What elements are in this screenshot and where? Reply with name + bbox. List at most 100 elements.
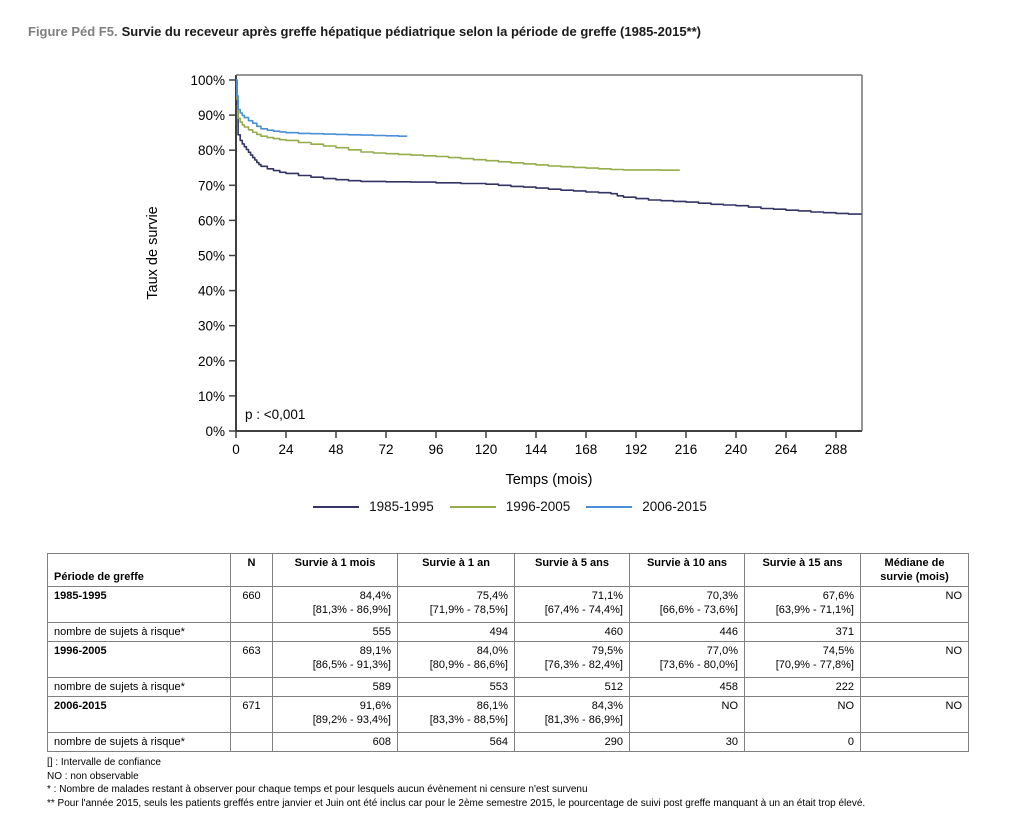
survival-cell: NO <box>629 696 745 733</box>
risk-value-cell: 290 <box>514 732 630 752</box>
x-tick-label: 192 <box>625 442 648 457</box>
x-tick-label: 216 <box>675 442 698 457</box>
survival-cell: 89,1% [86,5% - 91,3%] <box>272 641 398 678</box>
legend-line-swatch <box>449 505 496 508</box>
table-row-risk: nombre de sujets à risque* 555 494 460 446 37… <box>47 622 969 642</box>
survival-cell: 70,3% [66,6% - 73,6%] <box>629 586 745 623</box>
legend-item-1996-2005: 1996-2005 <box>449 499 571 514</box>
legend-line-swatch <box>586 505 633 508</box>
legend-label: 2006-2015 <box>642 499 707 514</box>
y-tick-label: 60% <box>198 213 225 228</box>
header-survie-1an: Survie à 1 an <box>397 553 515 587</box>
figure-caption: Survie du receveur après greffe hépatiqu… <box>121 24 702 39</box>
median-empty-cell <box>860 732 969 752</box>
x-tick-label: 48 <box>328 442 343 457</box>
n-cell: 663 <box>230 641 273 678</box>
legend-item-2006-2015: 2006-2015 <box>586 499 707 514</box>
curve-2006-2015 <box>236 79 408 137</box>
header-survie-15ans: Survie à 15 ans <box>744 553 861 587</box>
risk-value-cell: 458 <box>629 677 745 697</box>
median-cell: NO <box>860 586 969 623</box>
header-mediane: Médiane de survie (mois) <box>860 553 969 587</box>
risk-value-cell: 460 <box>514 622 630 642</box>
header-periode: Période de greffe <box>47 553 231 587</box>
y-tick-label: 80% <box>198 143 225 158</box>
period-cell: 1985-1995 <box>47 586 231 623</box>
x-tick-label: 240 <box>725 442 748 457</box>
survival-cell: 86,1% [83,3% - 88,5%] <box>397 696 515 733</box>
y-tick-label: 10% <box>198 389 225 404</box>
median-empty-cell <box>860 677 969 697</box>
header-survie-1mois: Survie à 1 mois <box>272 553 398 587</box>
risk-value-cell: 446 <box>629 622 745 642</box>
x-tick-label: 264 <box>775 442 798 457</box>
risk-value-cell: 222 <box>744 677 861 697</box>
y-tick-label: 70% <box>198 178 225 193</box>
n-cell: 671 <box>230 696 273 733</box>
figure-title: Figure Péd F5. Survie du receveur après g… <box>28 24 701 39</box>
risk-value-cell: 564 <box>397 732 515 752</box>
n-empty-cell <box>230 622 273 642</box>
survival-cell: 75,4% [71,9% - 78,5%] <box>397 586 515 623</box>
period-cell: 2006-2015 <box>47 696 231 733</box>
y-axis-title: Taux de survie <box>145 206 161 300</box>
risk-value-cell: 0 <box>744 732 861 752</box>
risk-value-cell: 494 <box>397 622 515 642</box>
survival-cell: 84,4% [81,3% - 86,9%] <box>272 586 398 623</box>
survival-cell: 84,0% [80,9% - 86,6%] <box>397 641 515 678</box>
footnote-1: [] : Intervalle de confiance <box>47 757 161 768</box>
legend-label: 1985-1995 <box>369 499 434 514</box>
footnote-4: ** Pour l'année 2015, seuls les patients… <box>47 797 866 809</box>
footnote-3: * : Nombre de malades restant à observer… <box>47 784 588 795</box>
risk-label-cell: nombre de sujets à risque* <box>47 622 231 642</box>
table-row-risk: nombre de sujets à risque* 608 564 290 30 0 <box>47 732 969 752</box>
curve-1985-1995 <box>236 79 862 215</box>
x-tick-label: 288 <box>825 442 848 457</box>
survival-cell: 84,3% [81,3% - 86,9%] <box>514 696 630 733</box>
risk-label-cell: nombre de sujets à risque* <box>47 732 231 752</box>
table-row-risk: nombre de sujets à risque* 589 553 512 458 22… <box>47 677 969 697</box>
header-survie-10ans: Survie à 10 ans <box>629 553 745 587</box>
risk-value-cell: 30 <box>629 732 745 752</box>
footnote-2: NO : non observable <box>47 770 139 782</box>
y-tick-label: 100% <box>190 73 225 88</box>
survival-cell: 67,6% [63,9% - 71,1%] <box>744 586 861 623</box>
legend-item-1985-1995: 1985-1995 <box>313 499 434 514</box>
y-tick-label: 90% <box>198 108 225 123</box>
x-tick-label: 120 <box>475 442 498 457</box>
survival-cell: NO <box>744 696 861 733</box>
risk-value-cell: 371 <box>744 622 861 642</box>
survival-cell: 79,5% [76,3% - 82,4%] <box>514 641 630 678</box>
survival-cell: 77,0% [73,6% - 80,0%] <box>629 641 745 678</box>
table-header-row: Période de greffe N Survie à 1 mois Surv… <box>47 553 969 587</box>
x-tick-label: 24 <box>278 442 294 457</box>
n-empty-cell <box>230 677 273 697</box>
x-tick-label: 96 <box>428 442 443 457</box>
risk-value-cell: 553 <box>397 677 515 697</box>
survival-table: Période de greffe N Survie à 1 mois Surv… <box>47 553 969 752</box>
p-value-annotation: p : <0,001 <box>245 407 305 422</box>
header-survie-5ans: Survie à 5 ans <box>514 553 630 587</box>
x-tick-label: 0 <box>232 442 240 457</box>
footnotes: [] : Intervalle de confiance NO : non obs… <box>47 756 865 810</box>
legend-label: 1996-2005 <box>505 499 571 514</box>
risk-label-cell: nombre de sujets à risque* <box>47 677 231 697</box>
legend-line-swatch <box>313 505 360 508</box>
table-row-period: 1996-2005 663 89,1% [86,5% - 91,3%] 84,0% [80… <box>47 641 969 678</box>
x-axis-title: Temps (mois) <box>505 472 592 488</box>
table-row-period: 2006-2015 671 91,6% [89,2% - 93,4%] 86,1% [83… <box>47 696 969 733</box>
x-tick-label: 72 <box>378 442 393 457</box>
y-tick-label: 0% <box>205 424 225 439</box>
chart-legend: 1985-1995 1996-2005 2006-2015 <box>0 499 1020 514</box>
x-tick-label: 144 <box>525 442 548 457</box>
figure-number: Figure Péd F5. <box>28 24 118 39</box>
period-cell: 1996-2005 <box>47 641 231 678</box>
table-row-period: 1985-1995 660 84,4% [81,3% - 86,9%] 75,4% [71… <box>47 586 969 623</box>
y-tick-label: 40% <box>198 284 225 299</box>
median-cell: NO <box>860 696 969 733</box>
n-empty-cell <box>230 732 273 752</box>
median-empty-cell <box>860 622 969 642</box>
curve-1996-2005 <box>236 79 680 171</box>
median-cell: NO <box>860 641 969 678</box>
